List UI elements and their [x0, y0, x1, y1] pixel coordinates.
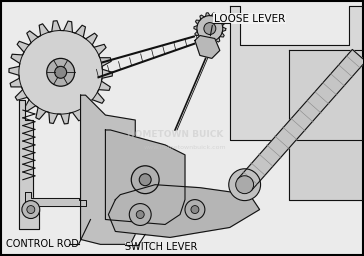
Polygon shape [19, 100, 39, 229]
Circle shape [22, 201, 40, 219]
Circle shape [204, 23, 216, 35]
Circle shape [55, 66, 67, 78]
Polygon shape [289, 50, 363, 200]
Circle shape [27, 206, 35, 214]
Polygon shape [80, 95, 135, 244]
Polygon shape [25, 192, 86, 206]
Text: SWITCH LEVER: SWITCH LEVER [125, 242, 198, 252]
Polygon shape [230, 6, 363, 140]
Polygon shape [195, 36, 220, 58]
Text: www.hometownbuick.com: www.hometownbuick.com [144, 145, 226, 150]
Polygon shape [106, 130, 185, 225]
Polygon shape [194, 13, 226, 44]
Circle shape [197, 16, 223, 41]
Circle shape [185, 200, 205, 219]
Circle shape [236, 176, 254, 194]
Circle shape [129, 204, 151, 226]
Text: CONTROL ROD: CONTROL ROD [6, 239, 79, 249]
Circle shape [191, 206, 199, 214]
Circle shape [47, 58, 75, 86]
Text: LOOSE LEVER: LOOSE LEVER [214, 14, 285, 24]
Text: HOMETOWN BUICK: HOMETOWN BUICK [127, 131, 223, 140]
Circle shape [229, 169, 261, 201]
Circle shape [139, 174, 151, 186]
Circle shape [131, 166, 159, 194]
Circle shape [136, 210, 144, 219]
Polygon shape [9, 21, 112, 124]
Polygon shape [108, 185, 260, 237]
Circle shape [19, 30, 102, 114]
Polygon shape [238, 49, 364, 191]
